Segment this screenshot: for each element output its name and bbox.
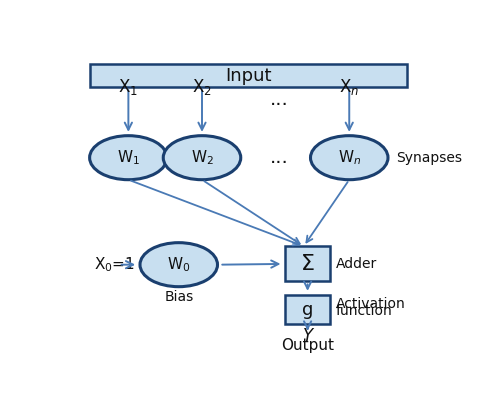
FancyBboxPatch shape [286, 295, 330, 324]
Text: ...: ... [270, 148, 289, 167]
Text: Y: Y [302, 327, 312, 345]
Text: Adder: Adder [336, 257, 377, 271]
Text: Input: Input [225, 67, 272, 85]
Text: function: function [336, 304, 392, 318]
Text: W$_1$: W$_1$ [117, 148, 140, 167]
Text: g: g [302, 301, 314, 319]
Ellipse shape [140, 243, 218, 287]
Text: W$_0$: W$_0$ [167, 255, 190, 274]
Text: Activation: Activation [336, 297, 406, 310]
Text: X$_0$=1: X$_0$=1 [94, 255, 134, 274]
Text: W$_2$: W$_2$ [190, 148, 214, 167]
Text: Bias: Bias [164, 290, 194, 304]
Text: X$_n$: X$_n$ [339, 77, 359, 96]
FancyBboxPatch shape [286, 246, 330, 281]
Text: W$_n$: W$_n$ [338, 148, 361, 167]
Text: X$_1$: X$_1$ [118, 77, 139, 96]
Text: Synapses: Synapses [396, 151, 462, 165]
Ellipse shape [163, 136, 241, 180]
Text: ...: ... [270, 90, 289, 109]
Ellipse shape [90, 136, 167, 180]
FancyBboxPatch shape [90, 64, 407, 87]
Text: $\Sigma$: $\Sigma$ [300, 254, 315, 274]
Ellipse shape [310, 136, 388, 180]
Text: X$_2$: X$_2$ [192, 77, 212, 96]
Text: Output: Output [281, 338, 334, 353]
